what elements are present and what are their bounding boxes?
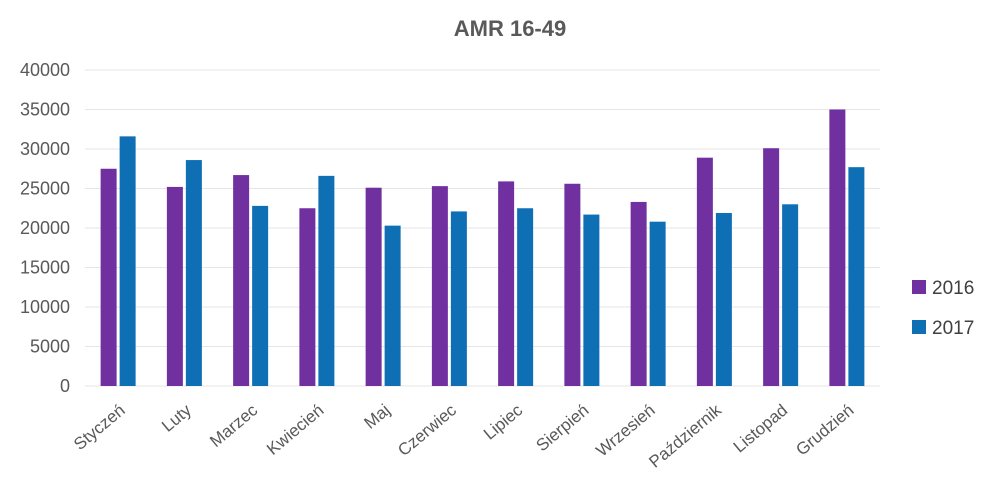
x-tick-label: Kwiecień [263, 401, 327, 459]
legend: 2016 2017 [912, 278, 974, 339]
bar-2017-Grudzień [848, 167, 865, 386]
y-tick-label: 5000 [30, 337, 70, 357]
bar-2017-Kwiecień [318, 175, 335, 386]
bar-2016-Czerwiec [431, 186, 448, 386]
bar-2017-Październik [715, 212, 732, 386]
y-tick-label: 10000 [20, 297, 70, 317]
bar-2017-Marzec [252, 205, 269, 386]
bars [100, 109, 865, 386]
bar-2016-Listopad [763, 148, 780, 386]
x-tick-label: Październik [645, 400, 725, 471]
bar-2017-Styczeń [119, 136, 136, 386]
y-tick-label: 15000 [20, 258, 70, 278]
y-tick-label: 35000 [20, 100, 70, 120]
bar-2017-Sierpień [583, 214, 600, 386]
bar-2016-Styczeń [100, 168, 117, 386]
bar-2016-Grudzień [829, 109, 846, 386]
x-tick-label: Luty [158, 400, 195, 436]
bar-2016-Kwiecień [299, 208, 316, 386]
x-tick-label: Wrzesień [592, 401, 658, 461]
bar-2016-Październik [696, 157, 713, 386]
bar-2017-Wrzesień [649, 221, 666, 386]
gridlines [85, 69, 880, 387]
x-tick-label: Marzec [206, 400, 261, 451]
bar-2017-Czerwiec [450, 211, 467, 386]
x-tick-label: Maj [360, 401, 393, 433]
legend-label: 2017 [932, 318, 974, 339]
legend-label: 2016 [932, 278, 974, 299]
bar-2016-Marzec [233, 175, 250, 386]
y-tick-label: 0 [60, 376, 70, 396]
x-tick-label: Sierpień [532, 401, 592, 456]
x-tick-label: Grudzień [792, 401, 857, 460]
y-tick-label: 25000 [20, 179, 70, 199]
legend-swatch-2017 [912, 320, 926, 334]
bar-2017-Lipiec [517, 208, 534, 386]
bar-2016-Lipiec [498, 181, 515, 386]
y-tick-label: 20000 [20, 218, 70, 238]
bar-2017-Luty [185, 160, 202, 386]
x-tick-label: Czerwiec [394, 400, 460, 460]
bar-2016-Maj [365, 187, 382, 386]
bar-2017-Listopad [782, 204, 799, 386]
x-tick-label: Styczeń [70, 401, 129, 454]
bar-2017-Maj [384, 225, 401, 386]
x-axis-ticks: Styczeń Luty Marzec Kwiecień Maj Czerwiec Lipi… [70, 400, 857, 471]
chart-title: AMR 16-49 [454, 16, 566, 41]
y-tick-label: 40000 [20, 60, 70, 80]
y-tick-label: 30000 [20, 139, 70, 159]
y-axis-ticks: 0 5000 10000 15000 20000 25000 30000 35000 40000 [20, 60, 70, 396]
x-tick-label: Lipiec [480, 400, 527, 443]
bar-2016-Wrzesień [630, 201, 647, 386]
x-tick-label: Listopad [730, 401, 791, 457]
legend-swatch-2016 [912, 280, 926, 294]
bar-2016-Luty [166, 186, 183, 386]
bar-2016-Sierpień [564, 183, 581, 386]
